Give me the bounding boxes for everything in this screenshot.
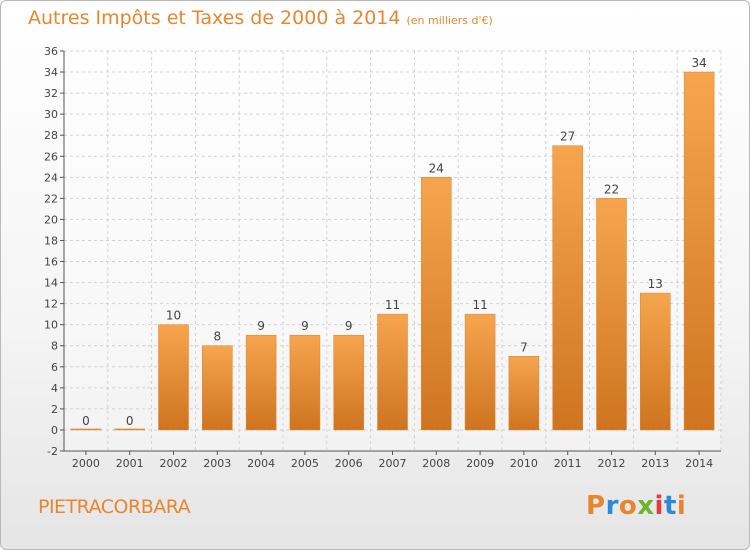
x-tick-label: 2007 [379, 457, 407, 470]
bar-value-label: 9 [301, 319, 309, 333]
bar-value-label: 22 [604, 182, 619, 196]
bar-value-label: 9 [257, 319, 265, 333]
title-main: Autres Impôts et Taxes de 2000 à 2014 [28, 7, 401, 29]
y-tick-label: 12 [44, 298, 58, 311]
logo-letter: t [663, 491, 677, 521]
logo-letter: i [676, 491, 687, 521]
y-tick-label: 20 [44, 213, 58, 226]
y-tick-label: 32 [44, 87, 58, 100]
proxiti-logo: Proxiti [586, 491, 686, 521]
logo-letter: r [605, 491, 619, 521]
chart-title: Autres Impôts et Taxes de 2000 à 2014 (en… [28, 7, 493, 29]
bar [377, 313, 408, 431]
bar [421, 177, 452, 431]
title-unit: (en milliers d'€) [406, 14, 493, 27]
bar-value-label: 27 [560, 130, 575, 144]
x-tick-label: 2005 [291, 457, 319, 470]
bar-value-label: 9 [345, 319, 353, 333]
bar-value-label: 10 [166, 309, 181, 323]
bar [683, 71, 715, 431]
x-tick-label: 2008 [422, 457, 450, 470]
bar [158, 324, 189, 431]
y-tick-label: 34 [44, 66, 58, 79]
x-tick-label: 2006 [335, 457, 363, 470]
x-tick-label: 2014 [685, 457, 713, 470]
y-tick-label: 8 [51, 340, 58, 353]
bar [333, 334, 364, 431]
commune-name: PIETRACORBARA [38, 496, 191, 518]
bar-value-label: 8 [213, 330, 221, 344]
x-tick-label: 2003 [203, 457, 231, 470]
bar [289, 334, 321, 431]
bar-value-label: 24 [429, 161, 444, 175]
y-tick-label: 0 [51, 424, 58, 437]
y-tick-label: 2 [51, 403, 58, 416]
bar [640, 292, 671, 431]
y-tick-label: 28 [44, 129, 58, 142]
x-tick-label: 2000 [72, 457, 100, 470]
x-tick-label: 2004 [247, 457, 275, 470]
bar-value-label: 34 [691, 56, 706, 70]
x-tick-label: 2002 [160, 457, 188, 470]
x-tick-label: 2011 [554, 457, 582, 470]
bar [464, 313, 496, 431]
bar [596, 198, 627, 431]
y-tick-label: 6 [51, 361, 58, 374]
bar-value-label: 11 [472, 298, 487, 312]
y-tick-label: 26 [44, 150, 58, 163]
bar-value-label: 11 [385, 298, 400, 312]
bar [202, 345, 233, 431]
y-tick-label: 4 [51, 382, 58, 395]
logo-letter: x [637, 491, 655, 521]
bar [508, 356, 540, 431]
y-tick-label: 18 [44, 234, 58, 247]
x-tick-label: 2009 [466, 457, 494, 470]
bar-value-label: 0 [126, 414, 134, 428]
bar-value-label: 7 [520, 340, 528, 354]
bar-value-label: 13 [648, 277, 663, 291]
logo-letter: i [654, 491, 664, 521]
y-tick-label: 30 [44, 108, 58, 121]
y-tick-label: 36 [44, 45, 58, 58]
x-tick-label: 2012 [598, 457, 626, 470]
bar [70, 428, 102, 431]
bar [552, 145, 583, 431]
y-tick-label: 16 [44, 256, 58, 269]
x-tick-label: 2001 [116, 457, 144, 470]
x-tick-label: 2013 [641, 457, 669, 470]
y-tick-label: 10 [44, 319, 58, 332]
y-tick-label: -2 [47, 445, 58, 458]
y-tick-label: 14 [44, 277, 58, 290]
y-tick-label: 24 [44, 171, 58, 184]
bar-value-label: 0 [82, 414, 90, 428]
x-tick-label: 2010 [510, 457, 538, 470]
logo-letter: P [586, 491, 606, 521]
y-tick-label: 22 [44, 192, 58, 205]
bar [114, 428, 145, 431]
bar [245, 334, 277, 431]
logo-letter: o [618, 491, 638, 521]
